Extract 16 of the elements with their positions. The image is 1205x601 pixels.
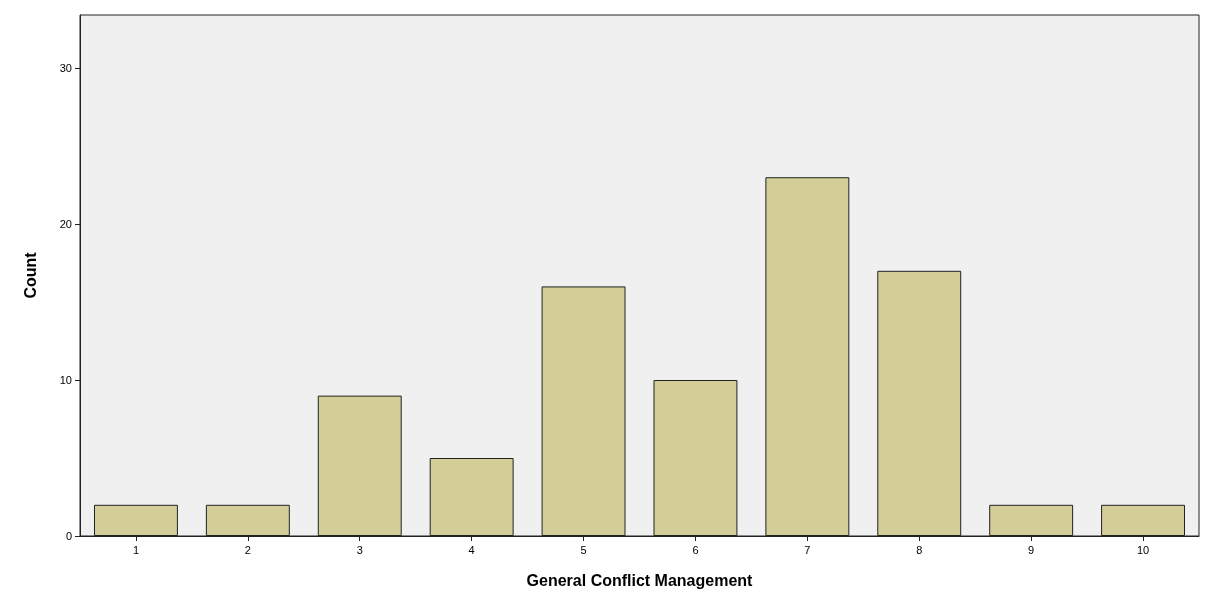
x-tick-label: 8	[916, 543, 923, 556]
y-tick-label: 20	[59, 218, 72, 231]
x-tick-label: 5	[580, 543, 587, 556]
y-axis-title: Count	[21, 251, 39, 299]
y-tick-label: 0	[65, 530, 72, 542]
y-tick-label: 30	[59, 62, 72, 75]
x-tick-label: 9	[1028, 543, 1035, 556]
x-tick-label: 7	[804, 543, 811, 556]
x-tick-label: 1	[132, 543, 140, 556]
x-tick-label: 6	[692, 543, 699, 556]
y-tick-label: 10	[59, 374, 72, 387]
x-tick-label: 2	[244, 543, 251, 556]
x-axis-title: General Conflict Management	[526, 571, 754, 589]
x-tick-label: 4	[468, 543, 475, 556]
x-tick-label: 3	[356, 543, 363, 556]
x-tick-label: 10	[1136, 543, 1150, 556]
